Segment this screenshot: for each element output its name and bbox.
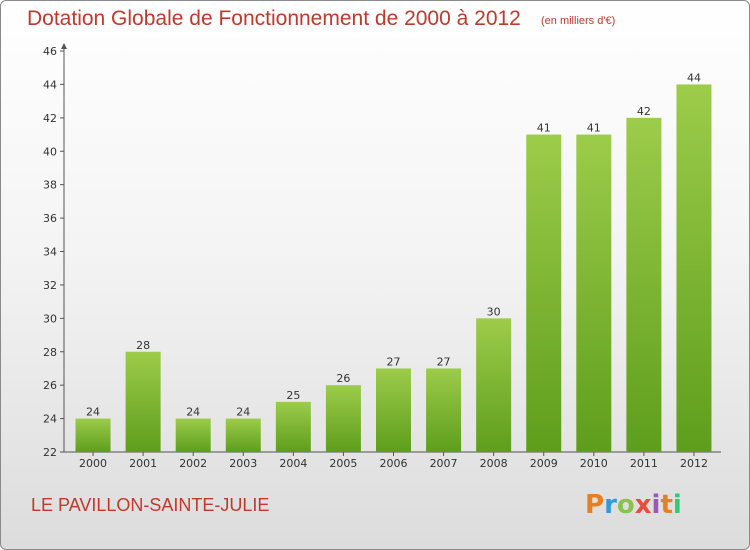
- bar-value-label: 25: [286, 389, 300, 402]
- bar-value-label: 27: [387, 355, 401, 368]
- y-tick-label: 46: [43, 45, 57, 58]
- x-tick-label: 2005: [329, 457, 357, 470]
- y-tick-label: 34: [43, 246, 57, 259]
- logo-letter: r: [604, 490, 617, 520]
- y-tick-label: 30: [43, 312, 57, 325]
- proxiti-logo: Proxiti: [585, 490, 682, 520]
- x-tick-label: 2001: [129, 457, 157, 470]
- bar: [576, 134, 612, 452]
- y-tick-label: 40: [43, 145, 57, 158]
- bar-value-label: 26: [336, 372, 350, 385]
- x-tick-label: 2002: [179, 457, 207, 470]
- bar: [476, 318, 512, 452]
- x-tick-label: 2011: [630, 457, 658, 470]
- bar: [376, 368, 411, 452]
- x-tick-label: 2010: [580, 457, 608, 470]
- x-tick-label: 2007: [430, 457, 458, 470]
- plot-area: 22 24 26 28 30 32 34 36 38 40 42 44 46 24 2000 28 2001 24…: [43, 43, 721, 470]
- y-tick-label: 24: [43, 413, 57, 426]
- logo-letter: i: [651, 490, 661, 520]
- chart-subtitle: (en milliers d'€): [541, 15, 616, 27]
- logo-letter: o: [616, 490, 635, 520]
- logo-letter: x: [634, 490, 652, 520]
- bar-value-label: 28: [136, 339, 150, 352]
- logo-letter: P: [585, 490, 605, 520]
- bar-value-label: 42: [637, 105, 651, 118]
- bar: [175, 418, 211, 452]
- bar-value-label: 41: [537, 122, 551, 135]
- x-tick-label: 2012: [680, 457, 708, 470]
- logo-letter: t: [660, 490, 673, 520]
- chart-title: Dotation Globale de Fonctionnement de 20…: [27, 7, 521, 30]
- y-tick-label: 36: [43, 212, 57, 225]
- bar-value-label: 30: [487, 305, 501, 318]
- bar-value-label: 27: [437, 355, 451, 368]
- bar-value-label: 24: [86, 406, 100, 419]
- y-axis-arrow: [61, 43, 67, 49]
- y-tick-label: 26: [43, 379, 57, 392]
- bar-value-label: 41: [587, 122, 601, 135]
- y-tick-label: 22: [43, 446, 57, 459]
- y-tick-label: 44: [43, 78, 57, 91]
- x-tick-label: 2000: [79, 457, 107, 470]
- commune-name: LE PAVILLON-SAINTE-JULIE: [31, 495, 270, 515]
- bar-value-label: 24: [236, 406, 250, 419]
- bar: [676, 84, 712, 453]
- bar-value-label: 24: [186, 406, 200, 419]
- x-tick-label: 2008: [480, 457, 508, 470]
- bar: [526, 134, 562, 452]
- bar: [275, 401, 311, 452]
- logo-letter: i: [672, 490, 682, 520]
- bar: [426, 368, 462, 452]
- bar: [626, 117, 662, 452]
- bar: [225, 418, 261, 452]
- bar: [325, 385, 361, 452]
- x-tick-label: 2006: [380, 457, 408, 470]
- x-tick-label: 2009: [530, 457, 558, 470]
- bar: [75, 418, 111, 452]
- bar-value-label: 44: [687, 71, 701, 84]
- x-tick-label: 2003: [229, 457, 257, 470]
- y-tick-label: 28: [43, 346, 57, 359]
- y-tick-label: 42: [43, 112, 57, 125]
- x-tick-label: 2004: [279, 457, 307, 470]
- y-tick-label: 38: [43, 179, 57, 192]
- bar: [125, 351, 161, 452]
- y-tick-label: 32: [43, 279, 57, 292]
